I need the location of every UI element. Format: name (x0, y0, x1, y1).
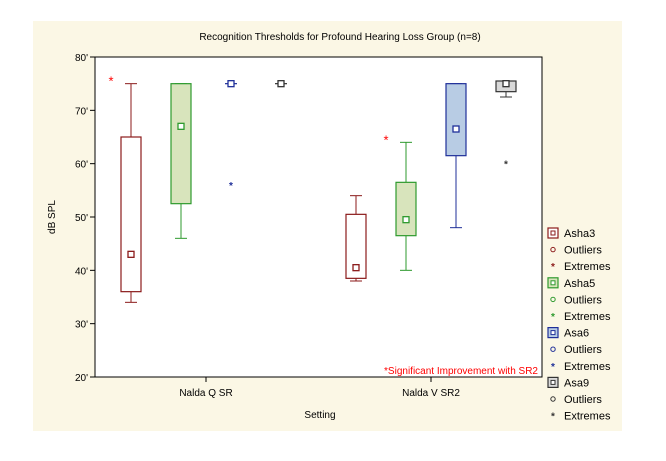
legend-outlier-symbol-asha3-outlier (550, 246, 556, 253)
plot-area (94, 56, 543, 378)
legend: Asha3 Outliers * Extremes Asha5 Outliers * Extr… (547, 227, 611, 423)
legend-label-asa6-box: Asa6 (564, 328, 589, 340)
y-tick-label: 60' (75, 160, 88, 171)
legend-label-asa9-box: Asa9 (564, 377, 589, 389)
y-tick-label: 80' (75, 53, 88, 64)
legend-label-asha3-box: Asha3 (564, 228, 595, 240)
x-tick-label: Nalda Q SR (179, 388, 232, 399)
significance-annotation: *Significant Improvement with SR2 (384, 366, 538, 377)
median-marker-asha3-nalda-q-sr (127, 250, 135, 258)
legend-label-asa6-outlier: Outliers (564, 344, 602, 356)
extreme-point-asa6-nalda-q-sr: * (229, 181, 233, 192)
legend-extreme-symbol-asha3-extreme: * (551, 262, 555, 273)
y-tick-label: 50' (75, 213, 88, 224)
median-marker-asa6-nalda-v-sr2 (452, 125, 460, 133)
extreme-point-asa9-nalda-v-sr2: * (504, 160, 508, 171)
legend-label-asa6-extreme: Extremes (564, 361, 611, 373)
box-asha3-nalda-v-sr2 (345, 213, 367, 279)
legend-extreme-symbol-asha5-extreme: * (551, 312, 555, 323)
y-axis-label: dB SPL (47, 200, 58, 234)
significance-marker-asha5-nalda-v-sr2: * (383, 132, 388, 147)
legend-label-asha5-box: Asha5 (564, 278, 595, 290)
legend-label-asa9-extreme: Extremes (564, 411, 611, 423)
legend-median-asa9-box (550, 379, 556, 385)
legend-label-asa9-outlier: Outliers (564, 394, 602, 406)
box-asha3-nalda-q-sr (120, 136, 142, 293)
x-tick-label: Nalda V SR2 (402, 388, 460, 399)
median-marker-asha3-nalda-v-sr2 (352, 264, 360, 272)
median-marker-asha5-nalda-q-sr (177, 122, 185, 130)
box-asha5-nalda-v-sr2 (395, 181, 417, 237)
box-asa6-nalda-v-sr2 (445, 83, 467, 157)
legend-label-asha5-outlier: Outliers (564, 294, 602, 306)
y-tick-label: 40' (75, 266, 88, 277)
y-tick-label: 30' (75, 320, 88, 331)
legend-label-asha3-outlier: Outliers (564, 245, 602, 257)
legend-extreme-symbol-asa6-extreme: * (551, 362, 555, 373)
chart-title: Recognition Thresholds for Profound Hear… (199, 32, 480, 43)
significance-marker-asha3-nalda-q-sr: * (108, 74, 113, 89)
legend-label-asha5-extreme: Extremes (564, 311, 611, 323)
x-axis-label: Setting (304, 410, 335, 421)
legend-median-asa6-box (550, 330, 556, 336)
box-asha5-nalda-q-sr (170, 83, 192, 205)
legend-outlier-symbol-asha5-outlier (550, 296, 556, 303)
legend-median-asha5-box (550, 280, 556, 286)
y-tick-label: 20' (75, 373, 88, 384)
median-marker-asa6-nalda-q-sr (227, 80, 235, 88)
median-marker-asa9-nalda-q-sr (277, 80, 285, 88)
y-tick-label: 70' (75, 106, 88, 117)
legend-median-asha3-box (550, 230, 556, 236)
legend-extreme-symbol-asa9-extreme: * (551, 412, 555, 423)
median-marker-asa9-nalda-v-sr2 (502, 80, 510, 88)
legend-label-asha3-extreme: Extremes (564, 261, 611, 273)
median-marker-asha5-nalda-v-sr2 (402, 216, 410, 224)
legend-outlier-symbol-asa6-outlier (550, 346, 556, 352)
legend-outlier-symbol-asa9-outlier (550, 396, 556, 402)
